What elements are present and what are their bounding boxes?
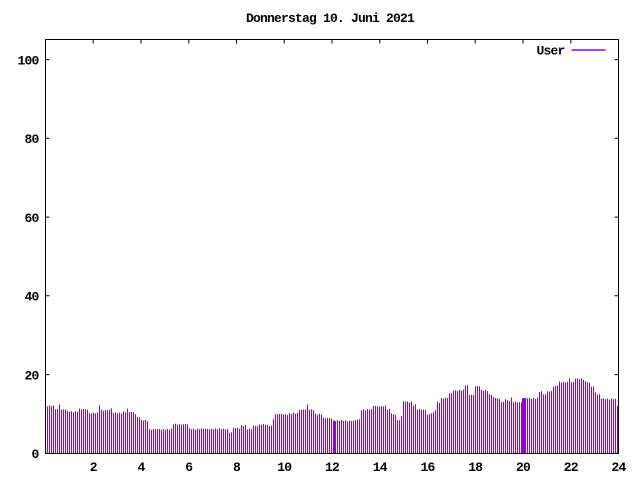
- svg-text:80: 80: [24, 132, 39, 147]
- svg-text:100: 100: [17, 53, 39, 68]
- svg-text:8: 8: [233, 460, 241, 475]
- svg-text:16: 16: [420, 460, 435, 475]
- svg-text:Donnerstag 10. Juni 2021: Donnerstag 10. Juni 2021: [246, 11, 415, 26]
- svg-text:40: 40: [24, 290, 39, 305]
- svg-text:20: 20: [516, 460, 531, 475]
- svg-text:6: 6: [185, 460, 193, 475]
- svg-text:10: 10: [277, 460, 292, 475]
- svg-text:24: 24: [611, 460, 626, 475]
- svg-text:User: User: [536, 44, 564, 59]
- svg-text:22: 22: [564, 460, 579, 475]
- svg-text:60: 60: [24, 211, 39, 226]
- svg-text:14: 14: [373, 460, 388, 475]
- svg-text:20: 20: [24, 368, 39, 383]
- svg-text:4: 4: [137, 460, 145, 475]
- svg-text:2: 2: [90, 460, 98, 475]
- svg-text:12: 12: [325, 460, 340, 475]
- svg-text:0: 0: [31, 447, 39, 462]
- svg-text:18: 18: [468, 460, 483, 475]
